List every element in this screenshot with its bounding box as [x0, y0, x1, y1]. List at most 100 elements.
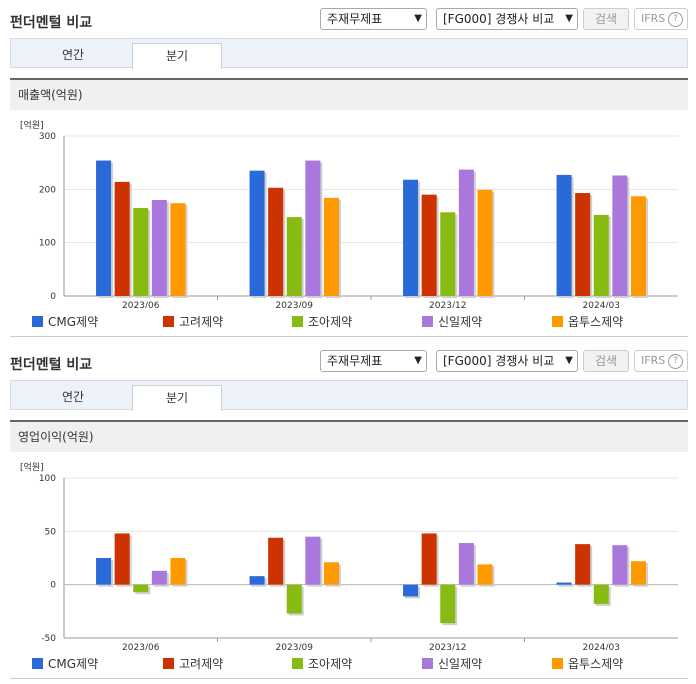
peer-group-value: [FG000] 경쟁사 비교: [443, 354, 555, 368]
y-axis-unit: [억원]: [20, 463, 44, 473]
legend-item[interactable]: CMG제약: [32, 313, 98, 330]
legend-label: 고려제약: [179, 657, 224, 671]
x-tick-label: 2023/09: [276, 301, 314, 308]
section-title: 펀더멘털 비교: [10, 15, 93, 31]
ifrs-label: IFRS: [641, 12, 666, 25]
legend-item[interactable]: 고려제약: [163, 655, 223, 672]
bar: [575, 544, 591, 585]
revenue-section: 펀더멘털 비교 주재무제표 ▼ [FG000] 경쟁사 비교 ▼ 검색 IFRS? …: [0, 0, 696, 337]
x-tick-label: 2024/03: [583, 301, 620, 308]
bar: [458, 543, 474, 585]
legend-item[interactable]: 조아제약: [292, 313, 352, 330]
statement-type-value: 주재무제표: [327, 12, 383, 26]
legend-label: 조아제약: [308, 657, 353, 671]
tab-quarterly[interactable]: 분기: [132, 43, 222, 69]
legend-item[interactable]: 신일제약: [422, 313, 482, 330]
y-tick-label: 100: [39, 239, 56, 249]
bar: [133, 208, 149, 296]
x-tick-label: 2023/12: [429, 643, 466, 650]
help-icon[interactable]: ?: [668, 354, 683, 369]
bar: [305, 536, 321, 585]
y-tick-label: -50: [41, 634, 56, 644]
legend-item[interactable]: 신일제약: [422, 655, 482, 672]
x-tick-label: 2023/06: [122, 643, 160, 650]
tab-annual[interactable]: 연간: [61, 390, 85, 404]
legend-label: 옵투스제약: [568, 315, 624, 329]
legend-swatch: [292, 316, 303, 327]
ifrs-label: IFRS: [641, 354, 666, 367]
ifrs-button[interactable]: IFRS?: [634, 350, 688, 372]
y-tick-label: 300: [39, 132, 56, 142]
legend-item[interactable]: 고려제약: [163, 313, 223, 330]
peer-group-value: [FG000] 경쟁사 비교: [443, 12, 555, 26]
bar: [556, 582, 572, 585]
bar: [268, 537, 284, 585]
bar-shadow: [558, 584, 574, 587]
bar: [477, 564, 493, 585]
legend-label: 신일제약: [438, 315, 483, 329]
metric-title: 영업이익(억원): [10, 420, 688, 452]
statement-type-select[interactable]: 주재무제표 ▼: [320, 8, 427, 30]
legend-swatch: [552, 658, 563, 669]
revenue-chart: 0 100 200 300 2023/06 2023/09 2023/12 2024/03: [39, 132, 678, 308]
bar: [440, 584, 456, 624]
legend-item[interactable]: 옵투스제약: [552, 655, 623, 672]
bar: [477, 189, 493, 296]
legend-label: 신일제약: [438, 657, 483, 671]
search-button[interactable]: 검색: [583, 8, 629, 30]
legend-swatch: [163, 658, 174, 669]
legend-item[interactable]: 조아제약: [292, 655, 352, 672]
legend-swatch: [163, 316, 174, 327]
peer-group-select[interactable]: [FG000] 경쟁사 비교 ▼: [436, 350, 578, 372]
help-icon[interactable]: ?: [668, 12, 683, 27]
y-tick-label: 200: [39, 185, 56, 195]
section-title: 펀더멘털 비교: [10, 357, 93, 373]
y-tick-label: 100: [39, 474, 56, 484]
period-tabs: 연간 분기: [10, 38, 688, 69]
y-tick-label: 0: [50, 581, 56, 591]
legend-item[interactable]: 옵투스제약: [552, 313, 623, 330]
legend-item[interactable]: CMG제약: [32, 655, 98, 672]
bar: [286, 217, 302, 296]
ifrs-button[interactable]: IFRS?: [634, 8, 688, 30]
bar: [593, 214, 609, 296]
operating-profit-chart: -50 0 50 100 2023/06 2023/09 2023/12 2024/03: [39, 474, 678, 650]
statement-type-select[interactable]: 주재무제표 ▼: [320, 350, 427, 372]
bar: [458, 169, 474, 296]
bar: [96, 160, 112, 296]
chevron-down-icon: ▼: [565, 13, 573, 24]
bar: [114, 181, 130, 296]
search-button[interactable]: 검색: [583, 350, 629, 372]
tab-annual[interactable]: 연간: [61, 48, 85, 62]
bar: [612, 175, 628, 296]
bar: [421, 533, 437, 585]
x-tick-label: 2023/09: [276, 643, 314, 650]
legend-label: 조아제약: [308, 315, 353, 329]
y-axis-unit: [억원]: [20, 121, 44, 131]
bar: [556, 174, 572, 296]
bar: [630, 196, 646, 296]
chevron-down-icon: ▼: [565, 355, 573, 366]
bar: [249, 170, 265, 296]
bar: [403, 584, 419, 597]
section-divider: [10, 336, 688, 337]
bar: [133, 584, 149, 593]
metric-title: 매출액(억원): [10, 78, 688, 110]
legend-swatch: [422, 658, 433, 669]
bar: [630, 561, 646, 585]
x-tick-label: 2023/12: [429, 301, 466, 308]
bar: [96, 558, 112, 585]
operating-profit-section: 펀더멘털 비교 주재무제표 ▼ [FG000] 경쟁사 비교 ▼ 검색 IFRS? …: [0, 342, 696, 684]
tab-quarterly[interactable]: 분기: [132, 385, 222, 411]
bar: [305, 160, 321, 296]
y-tick-label: 0: [50, 292, 56, 302]
bar: [323, 562, 339, 585]
section-header: 펀더멘털 비교 주재무제표 ▼ [FG000] 경쟁사 비교 ▼ 검색 IFRS?: [0, 0, 696, 38]
peer-group-select[interactable]: [FG000] 경쟁사 비교 ▼: [436, 8, 578, 30]
bar: [249, 576, 265, 585]
y-tick-label: 50: [45, 527, 57, 537]
bar: [323, 197, 339, 296]
statement-type-value: 주재무제표: [327, 354, 383, 368]
bar: [593, 584, 609, 604]
legend-label: 옵투스제약: [568, 657, 624, 671]
